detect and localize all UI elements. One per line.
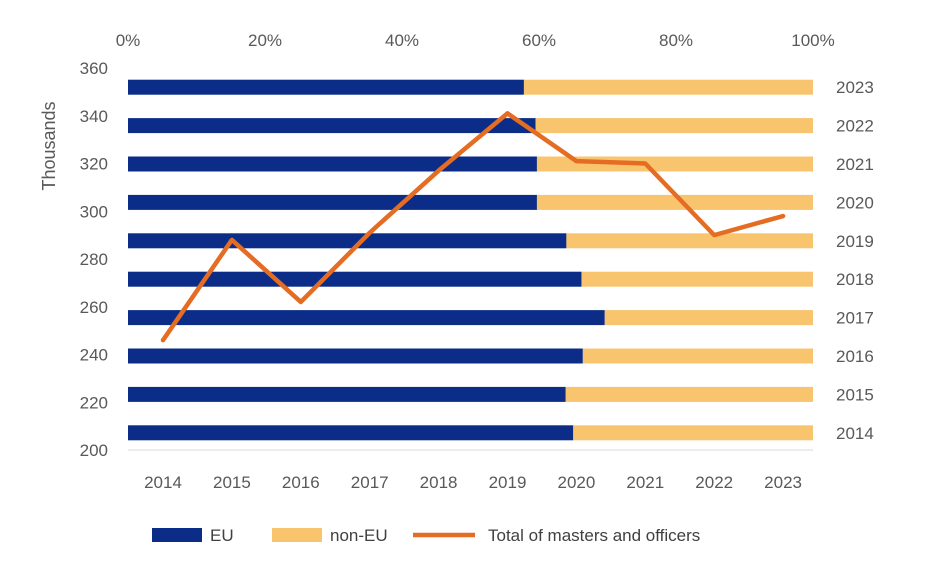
left-tick-label: 280 [80,250,108,269]
bar-non-eu-2017 [604,310,813,326]
left-tick-label: 220 [80,393,108,412]
bar-eu-2021 [128,156,537,172]
legend-label-total: Total of masters and officers [488,526,700,545]
top-tick-label: 20% [248,31,282,50]
bottom-tick-label: 2020 [557,473,595,492]
year-label-2022: 2022 [836,117,874,136]
top-tick-label: 100% [791,31,834,50]
legend: EU non-EU Total of masters and officers [152,526,700,545]
bar-eu-2022 [128,118,536,134]
bottom-tick-label: 2016 [282,473,320,492]
bottom-tick-label: 2014 [144,473,182,492]
year-label-2023: 2023 [836,78,874,97]
left-tick-label: 340 [80,107,108,126]
bottom-tick-label: 2015 [213,473,251,492]
bar-eu-2020 [128,194,537,210]
bar-non-eu-2022 [535,118,813,134]
bar-non-eu-2016 [582,348,813,364]
bar-non-eu-2015 [565,386,813,402]
year-label-2019: 2019 [836,232,874,251]
top-tick-label: 40% [385,31,419,50]
left-axis-ticks: 360 340 320 300 280 260 240 220 200 [80,59,108,460]
bar-non-eu-2019 [566,233,813,249]
bottom-tick-label: 2023 [764,473,802,492]
top-axis-ticks: 0% 20% 40% 60% 80% 100% [116,31,835,50]
bar-eu-2015 [128,386,566,402]
top-tick-label: 60% [522,31,556,50]
left-tick-label: 300 [80,202,108,221]
total-line-series [160,111,786,343]
bar-eu-2018 [128,271,582,287]
bar-year-labels: 2023 2022 2021 2020 2019 2018 2017 2016 2015 2014 [836,78,874,443]
year-label-2016: 2016 [836,347,874,366]
bar-non-eu-2018 [581,271,813,287]
bottom-tick-label: 2019 [489,473,527,492]
bottom-tick-label: 2022 [695,473,733,492]
top-tick-label: 80% [659,31,693,50]
bar-non-eu-2014 [573,425,813,441]
stacked-bars [128,79,813,441]
bottom-tick-label: 2017 [351,473,389,492]
bar-eu-2023 [128,79,524,95]
bar-non-eu-2023 [523,79,813,95]
left-tick-label: 200 [80,441,108,460]
left-tick-label: 320 [80,155,108,174]
bar-eu-2014 [128,425,574,441]
bar-eu-2016 [128,348,583,364]
top-tick-label: 0% [116,31,141,50]
bottom-tick-label: 2018 [420,473,458,492]
year-label-2014: 2014 [836,424,874,443]
y-axis-title: Thousands [39,101,59,190]
legend-label-non-eu: non-EU [330,526,388,545]
year-label-2015: 2015 [836,385,874,404]
bar-non-eu-2021 [536,156,813,172]
legend-swatch-eu [152,528,202,542]
year-label-2020: 2020 [836,193,874,212]
bottom-axis-ticks: 2014 2015 2016 2017 2018 2019 2020 2021 2022 2023 [144,473,802,492]
total-line [160,111,786,343]
bar-eu-2017 [128,310,605,326]
bottom-tick-label: 2021 [626,473,664,492]
legend-swatch-non-eu [272,528,322,542]
left-tick-label: 240 [80,346,108,365]
legend-label-eu: EU [210,526,234,545]
left-tick-label: 360 [80,59,108,78]
year-label-2018: 2018 [836,270,874,289]
year-label-2017: 2017 [836,309,874,328]
bar-eu-2019 [128,233,567,249]
bar-non-eu-2020 [536,194,813,210]
left-tick-label: 260 [80,298,108,317]
year-label-2021: 2021 [836,155,874,174]
